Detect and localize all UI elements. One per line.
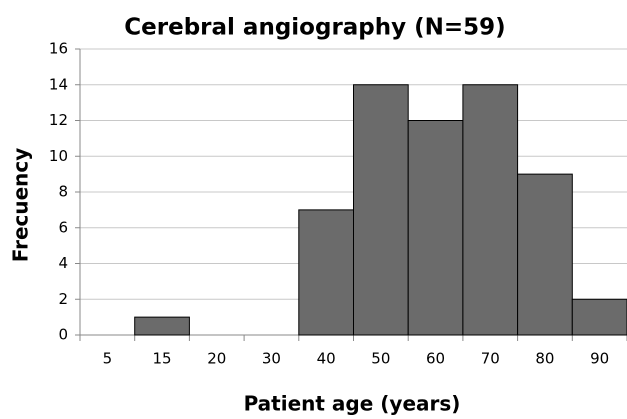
x-axis-title: Patient age (years) [244, 392, 461, 416]
x-tick-label: 30 [262, 350, 281, 368]
bar [298, 209, 354, 336]
bar [462, 84, 519, 336]
bar [134, 316, 190, 336]
y-tick-label: 6 [58, 218, 68, 236]
y-tick-label: 10 [49, 147, 68, 165]
x-tick-label: 20 [207, 350, 226, 368]
y-tick-label: 8 [58, 183, 68, 201]
y-axis-title: Frecuency [9, 148, 33, 263]
x-tick-label: 90 [590, 350, 609, 368]
bar [517, 173, 573, 336]
y-tick-label: 16 [49, 40, 68, 58]
x-tick-label: 40 [317, 350, 336, 368]
y-tick-label: 0 [58, 326, 68, 344]
chart-title: Cerebral angiography (N=59) [124, 15, 505, 41]
x-tick-label: 80 [535, 350, 554, 368]
y-tick-label: 14 [49, 75, 68, 93]
y-tick-label: 4 [58, 254, 68, 272]
bar [353, 84, 409, 336]
x-tick-label: 50 [371, 350, 390, 368]
y-tick-label: 12 [49, 111, 68, 129]
y-tick-label: 2 [58, 290, 68, 308]
bar [571, 298, 627, 336]
x-tick-label: 70 [481, 350, 500, 368]
x-tick-label: 5 [103, 350, 113, 368]
bar [407, 120, 464, 336]
x-tick-label: 15 [153, 350, 172, 368]
x-tick-label: 60 [426, 350, 445, 368]
